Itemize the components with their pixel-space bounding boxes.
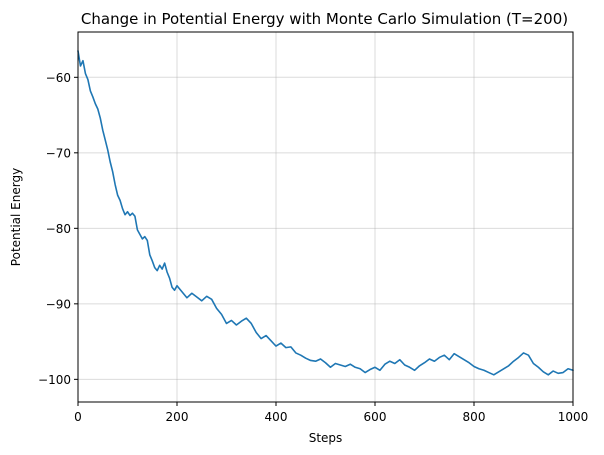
x-tick-label: 200	[166, 410, 189, 424]
x-axis-label: Steps	[309, 431, 343, 445]
y-tick-label: −70	[46, 146, 71, 160]
potential-energy-line	[77, 50, 574, 376]
x-tick-label: 1000	[558, 410, 589, 424]
chart-title: Change in Potential Energy with Monte Ca…	[81, 10, 568, 28]
x-axis-ticks: 0 200 400 600 800 1000	[74, 402, 588, 424]
x-tick-label: 0	[74, 410, 82, 424]
grid-lines	[77, 32, 574, 402]
x-tick-label: 600	[364, 410, 387, 424]
x-tick-label: 800	[463, 410, 486, 424]
plot-frame	[77, 31, 574, 403]
x-tick-label: 400	[265, 410, 288, 424]
y-axis-ticks: −100 −90 −80 −70 −60	[38, 71, 78, 387]
y-tick-label: −80	[46, 222, 71, 236]
y-axis-label: Potential Energy	[9, 168, 23, 266]
y-tick-label: −90	[46, 297, 71, 311]
y-tick-label: −100	[38, 373, 71, 387]
y-tick-label: −60	[46, 71, 71, 85]
